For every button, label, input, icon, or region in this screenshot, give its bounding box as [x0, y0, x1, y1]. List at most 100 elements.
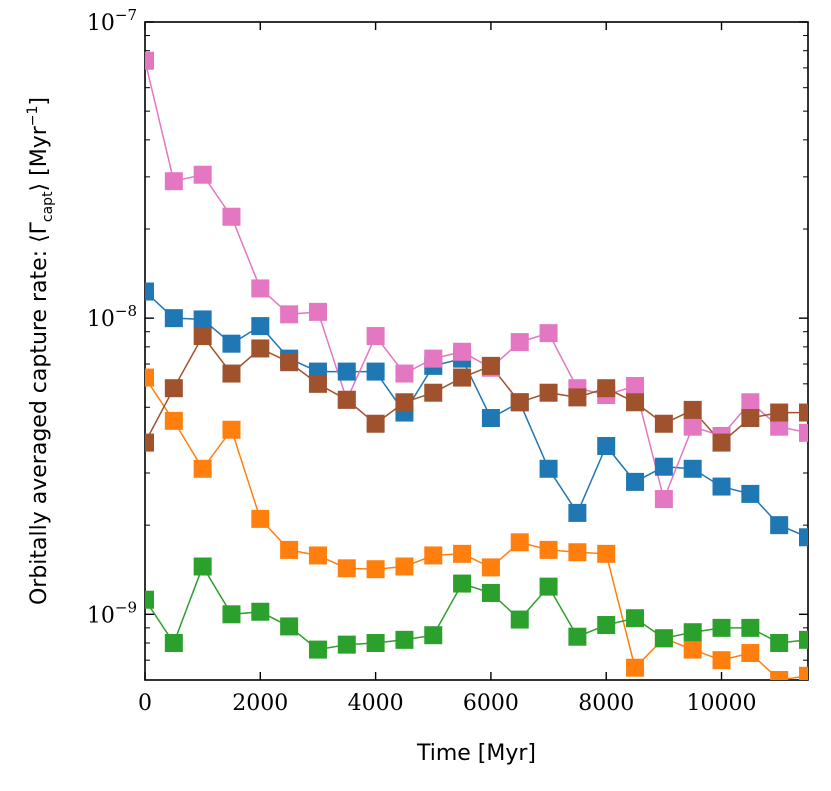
series-3-marker: [741, 393, 760, 412]
series-4-marker: [193, 327, 212, 346]
series-2-marker: [395, 630, 414, 649]
series-3-marker: [251, 279, 270, 298]
series-4-marker: [799, 403, 808, 422]
series-2-marker: [193, 557, 212, 576]
series-2-marker: [654, 629, 673, 648]
series-0-marker: [712, 477, 731, 496]
series-2-marker: [164, 633, 183, 652]
series-2-marker: [568, 627, 587, 646]
series-1-marker: [164, 411, 183, 430]
x-tick-label: 4000: [348, 691, 404, 716]
series-2-marker: [453, 574, 472, 593]
series-3-marker: [626, 377, 645, 396]
series-3-marker: [308, 302, 327, 321]
series-3-marker: [539, 324, 558, 343]
x-axis-title: Time [Myr]: [416, 741, 536, 766]
series-4-marker: [222, 364, 241, 383]
series-4-marker: [164, 379, 183, 398]
series-0-marker: [366, 362, 385, 381]
series-3-marker: [683, 417, 702, 436]
series-1-marker: [424, 546, 443, 565]
series-4-marker: [145, 433, 154, 452]
series-3-marker: [222, 207, 241, 226]
series-4-marker: [280, 353, 299, 372]
series-1-marker: [453, 544, 472, 563]
series-1-marker: [626, 658, 645, 677]
series-2-marker: [481, 584, 500, 603]
series-2-marker: [145, 590, 154, 609]
series-4-marker: [654, 414, 673, 433]
series-4-marker: [366, 414, 385, 433]
series-1-marker: [712, 651, 731, 670]
x-tick-label: 2000: [232, 691, 288, 716]
series-2-marker: [712, 618, 731, 637]
series-3-marker: [193, 165, 212, 184]
series-0-marker: [626, 472, 645, 491]
series-4-marker: [626, 393, 645, 412]
series-line-1: [145, 377, 808, 680]
series-3-marker: [145, 51, 154, 70]
series-0-marker: [251, 317, 270, 336]
series-1-marker: [568, 543, 587, 562]
series-2-marker: [280, 617, 299, 636]
x-tick-label: 10000: [687, 691, 757, 716]
y-axis-title-prefix: Orbitally averaged capture rate: ⟨Γ: [27, 221, 52, 605]
series-1-marker: [280, 540, 299, 559]
series-1-marker: [539, 540, 558, 559]
series-0-marker: [539, 459, 558, 478]
series-0-marker: [770, 516, 789, 535]
series-1-marker: [741, 644, 760, 663]
series-4-marker: [481, 356, 500, 375]
series-3-marker: [510, 333, 529, 352]
series-line-2: [145, 564, 808, 651]
series-0-marker: [568, 503, 587, 522]
series-1-marker: [366, 560, 385, 579]
series-2-marker: [626, 609, 645, 628]
series-1-marker: [145, 368, 154, 387]
series-1-marker: [308, 546, 327, 565]
series-0-marker: [683, 459, 702, 478]
series-3-marker: [424, 349, 443, 368]
series-4-marker: [424, 383, 443, 402]
series-3-marker: [280, 305, 299, 324]
series-2-marker: [337, 635, 356, 654]
series-0-marker: [597, 437, 616, 456]
series-1-marker: [770, 671, 789, 680]
y-axis-title-subscript: capt: [40, 191, 56, 222]
series-4-marker: [337, 390, 356, 409]
series-2-marker: [741, 618, 760, 637]
series-3-marker: [366, 327, 385, 346]
series-line-0: [145, 290, 808, 538]
plot-frame: [144, 21, 809, 681]
y-axis-title-superscript: −1: [25, 106, 41, 127]
series-2-marker: [308, 640, 327, 659]
series-2-marker: [510, 610, 529, 629]
series-4-marker: [683, 400, 702, 419]
series-3-marker: [654, 490, 673, 509]
series-4-marker: [568, 388, 587, 407]
series-3-marker: [164, 172, 183, 191]
series-2-marker: [539, 577, 558, 596]
series-0-marker: [222, 334, 241, 353]
series-1-marker: [222, 420, 241, 439]
series-1-marker: [481, 558, 500, 577]
series-2-marker: [222, 605, 241, 624]
series-3-marker: [799, 423, 808, 442]
series-4-marker: [395, 393, 414, 412]
series-1-marker: [251, 509, 270, 528]
y-axis-title-suffix: ]: [27, 97, 52, 106]
y-tick-label: 10−8: [87, 302, 137, 332]
series-2-marker: [597, 616, 616, 635]
y-axis-title-middle: ⟩ [Myr: [27, 125, 52, 191]
series-1-marker: [193, 459, 212, 478]
series-4-marker: [539, 383, 558, 402]
series-2-marker: [770, 633, 789, 652]
series-1-marker: [337, 559, 356, 578]
x-tick-label: 8000: [578, 691, 634, 716]
series-4-marker: [712, 433, 731, 452]
series-2-marker: [251, 602, 270, 621]
series-4-marker: [308, 374, 327, 393]
series-2-marker: [366, 633, 385, 652]
y-axis-title: Orbitally averaged capture rate: ⟨Γcapt⟩…: [25, 97, 56, 605]
